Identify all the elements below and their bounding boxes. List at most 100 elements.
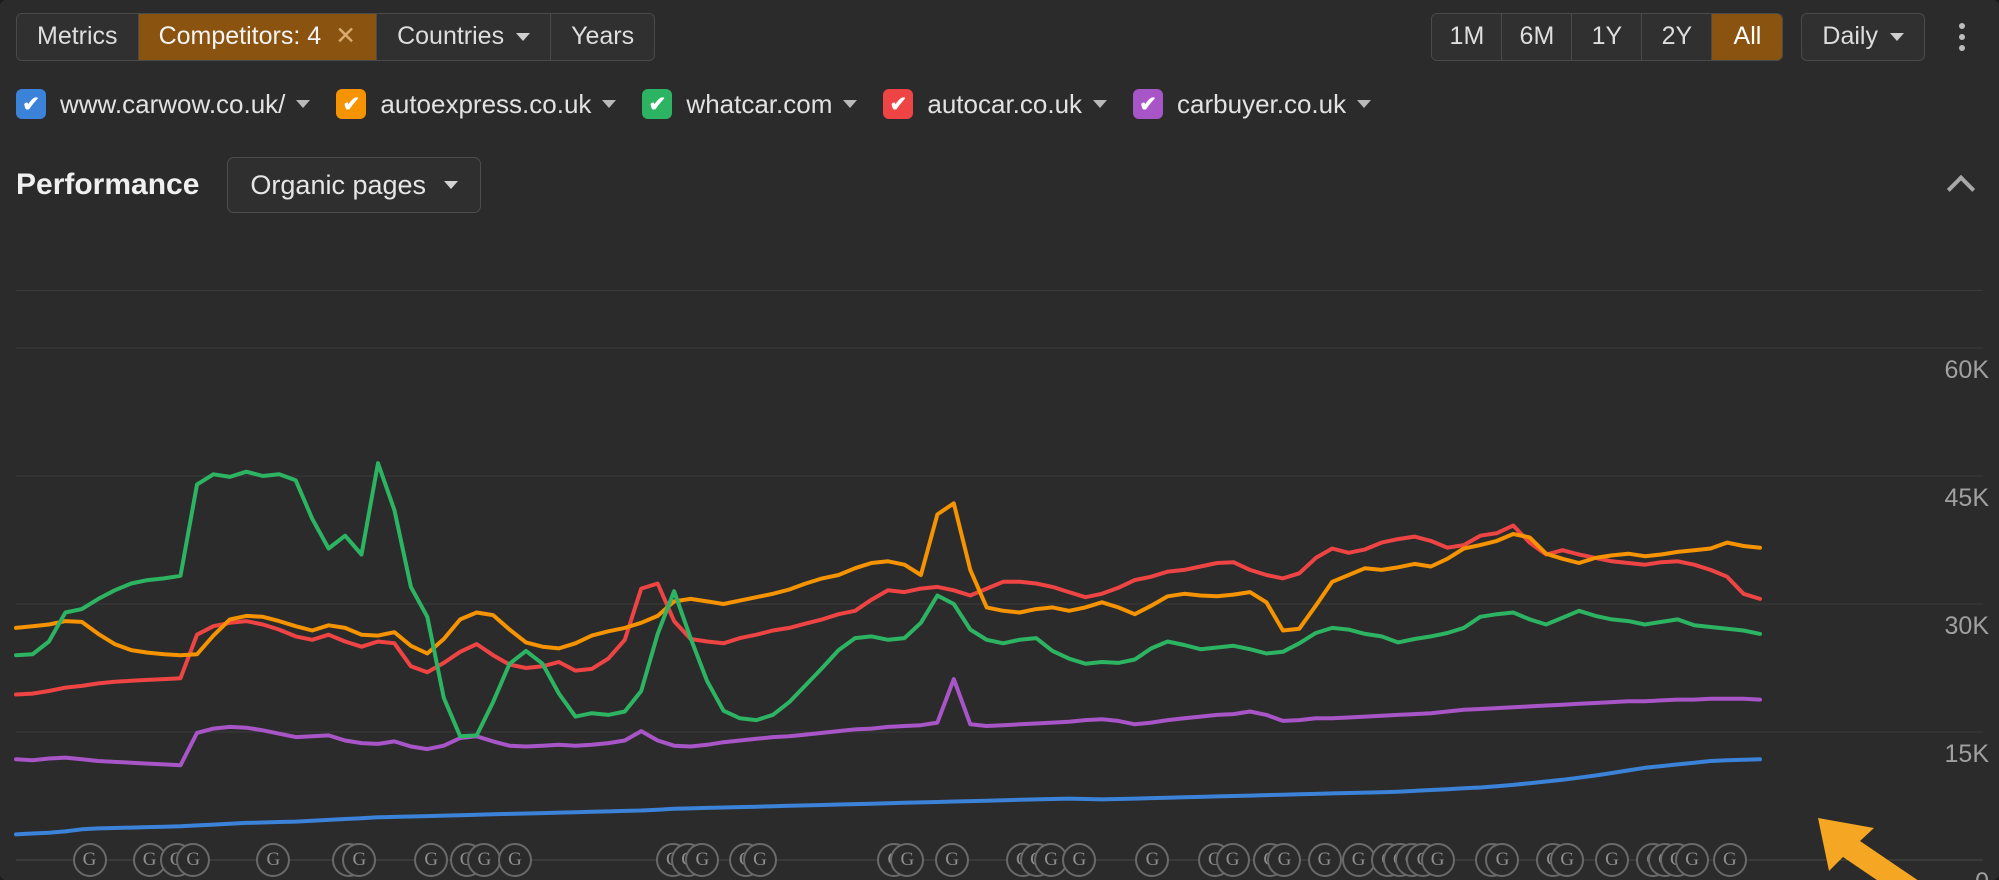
y-axis-tick: 15K (1944, 740, 1989, 768)
google-update-marker[interactable]: G (1062, 843, 1097, 877)
x-axis-tick: 10 Oct 2019 (923, 878, 1059, 880)
x-axis-tick: 10 Nov 2020 (1172, 878, 1314, 880)
toolbar-right-controls: 1M 6M 1Y 2Y All Daily (1431, 12, 1999, 61)
google-update-marker[interactable]: G (176, 843, 211, 877)
chevron-down-icon (1890, 32, 1904, 41)
series-line-www-carwow-co-uk (14, 757, 1762, 837)
filter-tab-metrics[interactable]: Metrics (17, 13, 139, 60)
performance-chart: 0 15K 30K 45K 60K 5 Jun 2015 6 Jul 2016 7 Aug … (0, 235, 1999, 880)
x-axis-tick: 7 Aug 2017 (424, 878, 551, 880)
close-icon[interactable]: ✕ (335, 22, 357, 50)
google-update-marker[interactable]: G (935, 843, 970, 877)
google-update-marker[interactable]: G (1712, 843, 1747, 877)
filter-tab-years[interactable]: Years (551, 13, 655, 60)
top-toolbar: Metrics Competitors: 4 ✕ Countries Years 1M 6… (0, 0, 1999, 73)
legend-checkbox[interactable]: ✔ (1133, 89, 1164, 119)
x-axis-tick: 13 Jan 2023 (1670, 878, 1808, 880)
date-range-all[interactable]: All (1712, 13, 1783, 60)
filter-tab-label: Metrics (37, 22, 118, 50)
legend-checkbox[interactable]: ✔ (336, 89, 367, 119)
chart-top-divider (16, 290, 1983, 291)
kebab-dot (1959, 44, 1965, 51)
legend-label: autoexpress.co.uk (380, 88, 592, 119)
google-update-marker[interactable]: G (72, 843, 107, 877)
arrow-shape (1818, 818, 1918, 880)
chevron-down-icon[interactable] (1093, 100, 1108, 108)
chevron-down-icon[interactable] (602, 100, 617, 108)
x-axis-zero-label: 0 (1965, 878, 1979, 880)
google-update-marker[interactable]: G (1135, 843, 1170, 877)
metric-select[interactable]: Organic pages (227, 157, 482, 213)
granularity-select[interactable]: Daily (1801, 12, 1925, 61)
google-update-marker[interactable]: G (1485, 843, 1520, 877)
legend-label: carbuyer.co.uk (1177, 88, 1347, 119)
legend-item-autoexpress-co-uk[interactable]: ✔ autoexpress.co.uk (336, 88, 617, 120)
google-update-marker[interactable]: G (1215, 843, 1250, 877)
google-update-marker[interactable]: G (1595, 843, 1630, 877)
legend-item-whatcar-com[interactable]: ✔ whatcar.com (642, 88, 858, 120)
google-update-marker[interactable]: G (467, 843, 502, 877)
y-axis-tick: 0 (1975, 868, 1989, 880)
chevron-down-icon (516, 32, 531, 41)
google-update-marker[interactable]: G (1307, 843, 1342, 877)
x-axis-tick: 8 Sep 2018 (673, 878, 801, 880)
legend-item-www-carwow-co-uk[interactable]: ✔ www.carwow.co.uk/ (16, 88, 311, 120)
google-update-marker[interactable]: G (1267, 843, 1302, 877)
chart-plot-area (14, 347, 1983, 861)
filter-tab-label: Countries (397, 22, 505, 50)
date-range-1m[interactable]: 1M (1432, 13, 1503, 60)
series-line-carbuyer-co-uk (14, 677, 1762, 768)
google-update-marker[interactable]: G (1675, 843, 1710, 877)
filter-tab-countries[interactable]: Countries (377, 13, 552, 60)
google-update-marker[interactable]: G (1550, 843, 1585, 877)
legend-item-autocar-co-uk[interactable]: ✔ autocar.co.uk (883, 88, 1108, 120)
date-range-6m[interactable]: 6M (1502, 13, 1573, 60)
chevron-down-icon[interactable] (296, 100, 311, 108)
google-update-marker[interactable]: G (685, 843, 720, 877)
legend-checkbox[interactable]: ✔ (642, 89, 673, 119)
chevron-down-icon (444, 181, 459, 189)
google-update-marker[interactable]: G (497, 843, 532, 877)
y-axis-tick: 30K (1944, 612, 1989, 640)
y-axis-tick: 60K (1944, 356, 1989, 384)
date-range-1y[interactable]: 1Y (1572, 13, 1643, 60)
series-line-autoexpress-co-uk (14, 501, 1762, 658)
filter-tab-label: Competitors: 4 (158, 22, 322, 50)
chevron-up-icon (1946, 174, 1976, 204)
filter-tab-competitors-4[interactable]: Competitors: 4 ✕ (138, 13, 378, 60)
collapse-panel-button[interactable] (1939, 163, 1983, 207)
legend-item-carbuyer-co-uk[interactable]: ✔ carbuyer.co.uk (1133, 88, 1372, 120)
google-update-marker[interactable]: G (256, 843, 291, 877)
series-line-whatcar-com (14, 461, 1762, 739)
performance-header: Performance Organic pages (0, 135, 1999, 235)
kebab-dot (1959, 33, 1965, 40)
filter-tab-group: Metrics Competitors: 4 ✕ Countries Years (16, 12, 656, 61)
annotation-arrow-icon (1818, 818, 1918, 880)
arrow-shaft (1845, 842, 1910, 880)
kebab-menu-icon[interactable] (1939, 13, 1985, 61)
google-update-marker[interactable]: G (1420, 843, 1455, 877)
filter-tab-label: Years (571, 22, 635, 50)
x-axis-tick: 6 Jul 2016 (175, 878, 290, 880)
date-range-group: 1M 6M 1Y 2Y All (1431, 12, 1784, 61)
google-update-marker[interactable]: G (743, 843, 778, 877)
date-range-2y[interactable]: 2Y (1642, 13, 1713, 60)
granularity-label: Daily (1822, 22, 1878, 50)
legend-label: www.carwow.co.uk/ (60, 88, 286, 119)
x-axis-tick: 12 Dec 2021 (1421, 878, 1563, 880)
google-update-marker[interactable]: G (890, 843, 925, 877)
chevron-down-icon[interactable] (843, 100, 858, 108)
google-update-marker[interactable]: G (342, 843, 377, 877)
legend-checkbox[interactable]: ✔ (16, 89, 46, 119)
kebab-dot (1959, 22, 1965, 29)
x-axis-tick: 5 Jun 2015 (10, 878, 134, 880)
google-update-marker[interactable]: G (414, 843, 449, 877)
y-axis-tick: 45K (1944, 484, 1989, 512)
chevron-down-icon[interactable] (1357, 100, 1372, 108)
legend-checkbox[interactable]: ✔ (883, 89, 914, 119)
legend-label: autocar.co.uk (927, 88, 1083, 119)
legend-label: whatcar.com (686, 88, 833, 119)
page-title: Performance (16, 168, 200, 201)
series-line-autocar-co-uk (14, 523, 1762, 697)
